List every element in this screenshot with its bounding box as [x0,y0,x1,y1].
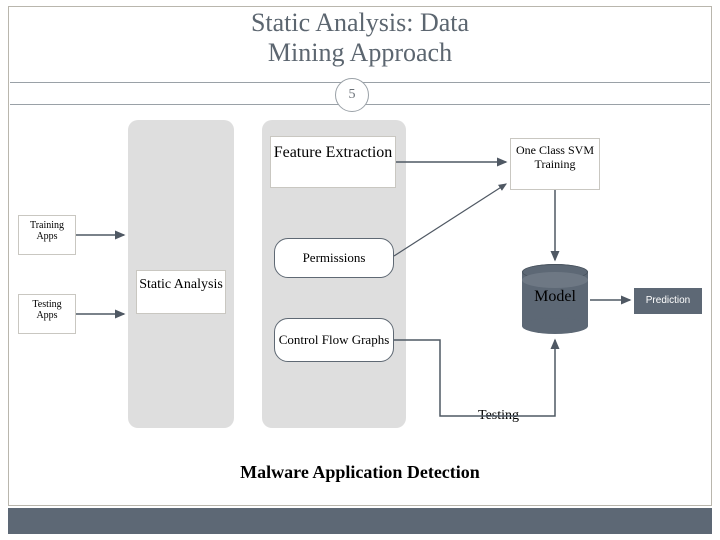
caption: Malware Application Detection [0,462,720,483]
testing-edge-label: Testing [478,408,519,424]
model-label: Model [515,288,595,306]
cfg-box: Control Flow Graphs [274,318,394,362]
slide-title: Static Analysis: Data Mining Approach [0,8,720,68]
footer-bar [8,508,712,534]
title-line-1: Static Analysis: Data [251,8,469,37]
prediction-box: Prediction [634,288,702,314]
feature-extraction-box: Feature Extraction [270,136,396,188]
training-apps-box: Training Apps [18,215,76,255]
permissions-box: Permissions [274,238,394,278]
title-line-2: Mining Approach [268,38,452,67]
svm-box: One Class SVM Training [510,138,600,190]
testing-apps-box: Testing Apps [18,294,76,334]
static-analysis-box: Static Analysis [136,270,226,314]
page-number-badge: 5 [335,78,369,112]
